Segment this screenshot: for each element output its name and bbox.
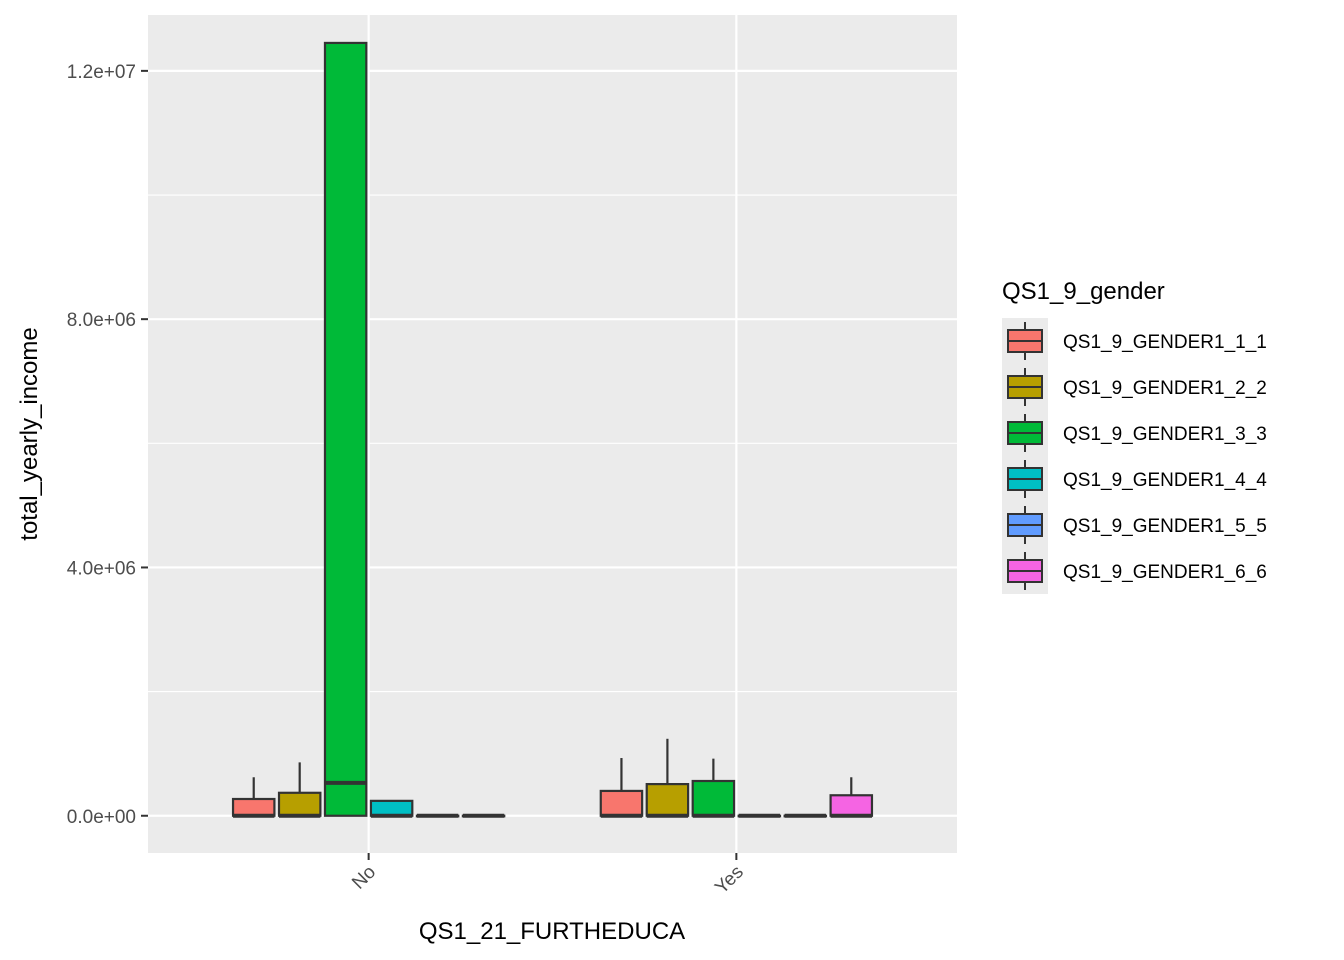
box-iqr [369,799,414,817]
box-iqr [599,789,644,817]
legend-label: QS1_9_GENDER1_1_1 [1063,332,1267,353]
box-QS1_9_GENDER1_2_2-No [277,762,322,818]
legend-entry: QS1_9_GENDER1_4_4 [1007,460,1267,498]
box-QS1_9_GENDER1_4_4-No [369,799,414,818]
box-QS1_9_GENDER1_1_1-No [231,777,276,818]
legend-label: QS1_9_GENDER1_4_4 [1063,470,1267,491]
minor-gridlines [148,194,957,693]
legend-entry: QS1_9_GENDER1_2_2 [1007,368,1267,406]
legend-label: QS1_9_GENDER1_5_5 [1063,516,1267,537]
box-QS1_9_GENDER1_3_3-No [323,41,368,817]
legend-entry: QS1_9_GENDER1_5_5 [1007,506,1267,544]
box-QS1_9_GENDER1_6_6-No [461,813,506,818]
y-axis: 0.0e+00 4.0e+06 8.0e+06 1.2e+07 [67,62,148,828]
box-QS1_9_GENDER1_5_5-No [415,813,460,818]
legend-label: QS1_9_GENDER1_6_6 [1063,562,1267,583]
y-tick-label: 0.0e+00 [67,807,136,828]
y-tick-label: 1.2e+07 [67,62,136,83]
box-iqr [645,782,690,817]
x-axis-title: QS1_21_FURTHEDUCA [419,918,685,945]
panel-background [148,15,957,853]
legend-entry: QS1_9_GENDER1_3_3 [1007,414,1267,452]
box-QS1_9_GENDER1_5_5-Yes [783,813,828,818]
box-QS1_9_GENDER1_1_1-Yes [599,758,644,818]
box-iqr [691,779,736,817]
y-tick-label: 8.0e+06 [67,310,136,331]
box-QS1_9_GENDER1_2_2-Yes [645,738,690,818]
box-iqr [829,794,874,817]
legend-title: QS1_9_gender [1002,278,1165,305]
box-QS1_9_GENDER1_4_4-Yes [737,813,782,818]
legend-key-background [1002,318,1048,594]
y-axis-title: total_yearly_income [16,327,43,540]
x-axis: No Yes [348,853,748,898]
legend-entry: QS1_9_GENDER1_1_1 [1007,322,1267,360]
x-tick-label: No [348,862,380,894]
box-iqr [323,41,368,817]
box-QS1_9_GENDER1_6_6-Yes [829,777,874,818]
legend-entries: QS1_9_GENDER1_1_1 QS1_9_GENDER1_2_2 QS1_9_… [1007,322,1267,590]
legend-label: QS1_9_GENDER1_3_3 [1063,424,1267,445]
box-QS1_9_GENDER1_3_3-Yes [691,758,736,818]
box-iqr [277,791,322,817]
legend: QS1_9_gender QS1_9_GENDER1_1_1QS1_9_GEND… [1002,278,1267,594]
legend-label: QS1_9_GENDER1_2_2 [1063,378,1267,399]
x-tick-label: Yes [711,862,748,899]
legend-entry: QS1_9_GENDER1_6_6 [1007,552,1267,590]
box-iqr [231,797,276,817]
boxplot-marks [231,41,874,818]
y-tick-label: 4.0e+06 [67,558,136,579]
